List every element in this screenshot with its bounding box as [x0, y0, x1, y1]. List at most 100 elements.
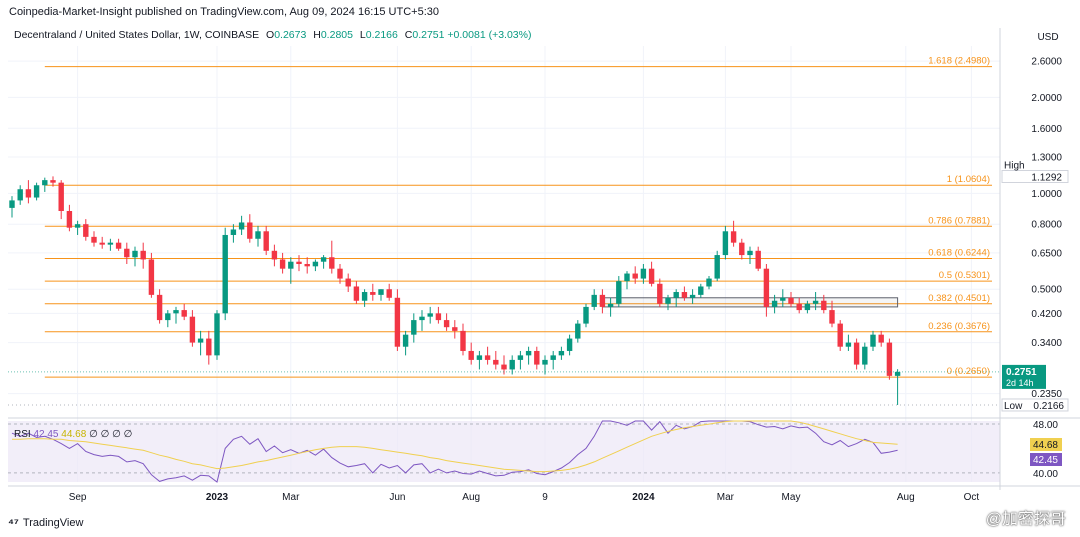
candle-body [91, 236, 97, 243]
candle-body [632, 273, 638, 279]
tradingview-logo[interactable]: ⁴⁷ TradingView [8, 516, 83, 530]
last-price-box [1002, 364, 1046, 389]
price-axis-tick: 0.6500 [1031, 248, 1062, 259]
rsi-axis-value: 42.45 [1033, 455, 1058, 466]
low-value: 0.2166 [365, 29, 398, 41]
candle-body [255, 231, 261, 239]
candle-body [115, 242, 122, 249]
time-axis: Sep 2023 Mar Jun Aug 9 2024 Mar May Aug Oct [69, 492, 980, 503]
candle-body [755, 250, 761, 269]
candle-body [42, 180, 48, 186]
open-label: O [266, 29, 275, 41]
candle-body [722, 231, 729, 256]
rsi-placeholder: ∅ [112, 429, 121, 440]
candle-body [845, 342, 852, 347]
candle-body [50, 180, 56, 183]
candle-body [788, 297, 794, 304]
fib-level-label: 0.5 (0.5301) [939, 270, 990, 281]
candle-body [665, 297, 671, 304]
price-axis-tick: 0.3400 [1031, 338, 1062, 349]
time-axis-tick: Aug [897, 492, 915, 503]
candle-body [156, 294, 163, 321]
candle-body [583, 306, 589, 324]
candle-body [542, 359, 548, 365]
candle-body [698, 286, 704, 295]
candle-body [181, 310, 187, 317]
candle-body [263, 231, 269, 251]
candle-body [575, 323, 581, 339]
candle-body [599, 294, 606, 307]
low-label: L [359, 29, 366, 41]
candle-body [862, 346, 868, 365]
rsi-ma-value: 44.68 [61, 429, 87, 440]
high-value: 1.1292 [1031, 173, 1062, 184]
candle-body [780, 297, 786, 301]
watermark: @加密探哥 [985, 511, 1066, 528]
currency-label: USD [1037, 32, 1058, 43]
high-label: High [1004, 161, 1025, 172]
candle-body [107, 242, 114, 245]
candle-body [837, 323, 843, 347]
candle-body [33, 185, 40, 198]
candle-body [214, 313, 220, 356]
low-label: Low [1004, 401, 1023, 412]
price-axis-tick: 2.6000 [1031, 57, 1062, 68]
countdown: 2d 14h [1006, 378, 1034, 388]
rsi-placeholder: ∅ [123, 429, 133, 440]
candle-body [329, 257, 335, 269]
time-axis-tick: Aug [462, 492, 480, 503]
time-axis-tick: 9 [542, 492, 548, 503]
rsi-box [1030, 453, 1062, 466]
candle-body [853, 342, 860, 365]
rsi-axis-tick: 40.00 [1033, 469, 1058, 480]
candle-body [238, 222, 245, 230]
candle-body [427, 313, 433, 317]
price-axis-tick: 2.0000 [1031, 93, 1062, 104]
candle-body [525, 350, 532, 356]
candlesticks [8, 176, 1000, 406]
candle-body [312, 261, 319, 267]
time-axis-tick: 2023 [206, 492, 229, 503]
candle-body [796, 303, 802, 311]
candle-body [370, 292, 376, 295]
candle-body [870, 334, 876, 347]
candle-body [320, 257, 327, 262]
time-axis-tick: Mar [282, 492, 300, 503]
candle-body [345, 278, 351, 287]
high-value: 0.2805 [320, 29, 353, 41]
candle-body [509, 359, 515, 370]
candle-body [9, 200, 15, 208]
candle-body [624, 273, 630, 282]
candle-body [304, 263, 310, 267]
candle-body [640, 268, 647, 279]
candle-body [148, 259, 155, 295]
rsi-ma-box [1030, 438, 1062, 451]
candle-body [484, 355, 491, 360]
candle-body [591, 294, 597, 307]
candle-body [452, 327, 458, 331]
candle-body [714, 255, 720, 279]
candle-body [353, 286, 360, 301]
candle-body [419, 316, 425, 321]
candle-body [165, 313, 171, 321]
time-axis-tick: Jun [389, 492, 405, 503]
rectangle-zone [601, 297, 899, 308]
fib-level-label: 0.618 (0.6244) [928, 247, 990, 258]
low-value: 0.2166 [1033, 401, 1064, 412]
low-price-box [1001, 398, 1069, 412]
price-axis-tick: 0.5000 [1031, 285, 1062, 296]
candle-body [607, 303, 614, 307]
price-axis-tick: 1.6000 [1031, 124, 1062, 135]
rsi-legend: RSI 42.45 44.68 ∅ ∅ ∅ ∅ [14, 429, 132, 440]
candle-body [534, 350, 540, 365]
fib-level-label: 1 (1.0604) [947, 174, 990, 185]
price-axis-tick: 0.2350 [1031, 389, 1062, 400]
candle-body [443, 320, 450, 328]
change-value: +0.0081 (+3.03%) [447, 29, 532, 41]
candle-body [730, 231, 737, 243]
price-axis: 2.6000 2.0000 1.6000 1.3000 1.0000 0.8000 0.65… [8, 28, 1080, 490]
candle-body [247, 222, 253, 239]
